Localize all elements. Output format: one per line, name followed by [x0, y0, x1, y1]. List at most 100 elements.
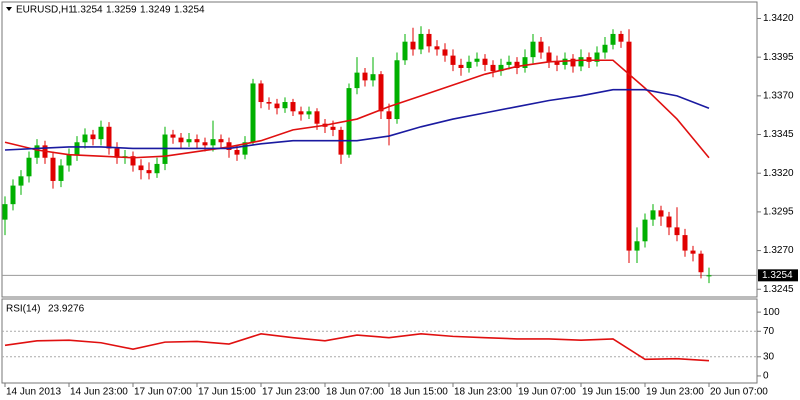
y-tick-label: 30	[763, 351, 775, 362]
candle-body	[626, 41, 632, 251]
candle-body	[306, 111, 312, 115]
candle-body	[234, 150, 240, 155]
x-tick-label: 19 Jun 23:00	[646, 387, 704, 398]
candle-body	[82, 134, 88, 143]
candle-body	[58, 165, 64, 181]
candle-body	[90, 134, 96, 140]
candle-body	[546, 52, 552, 62]
candle-body	[66, 154, 72, 166]
candle-body	[418, 33, 424, 50]
y-tick-label: 1.3295	[763, 207, 794, 218]
x-tick-label: 17 Jun 07:00	[134, 387, 192, 398]
candle-body	[186, 139, 192, 143]
x-tick-label: 18 Jun 23:00	[454, 387, 512, 398]
candle-body	[362, 72, 368, 81]
candle-body	[674, 227, 680, 236]
candle-body	[330, 126, 336, 130]
y-tick-label: 1.3345	[763, 129, 794, 140]
high-value: 1.3259	[106, 5, 137, 16]
candle-body	[426, 33, 432, 47]
candle-body	[10, 185, 16, 205]
rsi-value: 23.9276	[48, 304, 85, 315]
price-panel	[1, 1, 758, 298]
candle-body	[538, 41, 544, 53]
candle-body	[98, 126, 104, 140]
x-tick-label: 20 Jun 07:00	[710, 387, 768, 398]
candle-body	[106, 126, 112, 149]
candle-body	[458, 64, 464, 68]
candle-body	[666, 216, 672, 228]
candle-body	[650, 210, 656, 220]
candle-body	[18, 176, 24, 186]
candle-body	[114, 148, 120, 158]
y-tick-label: 1.3395	[763, 52, 794, 63]
candle-body	[570, 58, 576, 67]
x-tick-label: 18 Jun 07:00	[326, 387, 384, 398]
y-tick-label: 100	[763, 307, 780, 318]
candle-body	[618, 33, 624, 42]
candle-body	[170, 134, 176, 138]
collapse-icon[interactable]	[6, 7, 12, 11]
candle-body	[698, 253, 704, 273]
candle-body	[250, 83, 256, 143]
low-value: 1.3249	[140, 5, 171, 16]
candle-body	[506, 61, 512, 65]
rsi-title: RSI(14)	[6, 304, 40, 315]
candle-body	[274, 103, 280, 109]
rsi-panel	[1, 298, 758, 384]
candle-body	[154, 163, 160, 174]
candle-body	[530, 41, 536, 58]
candle-body	[138, 165, 144, 171]
candle-body	[410, 41, 416, 50]
candle-body	[522, 57, 528, 68]
open-value: 1.3254	[72, 5, 103, 16]
candle-body	[26, 157, 32, 177]
y-tick-label: 1.3420	[763, 13, 794, 24]
candle-body	[602, 44, 608, 53]
candle-body	[378, 74, 384, 112]
candle-body	[202, 142, 208, 146]
candle-body	[74, 142, 80, 155]
current-price-box	[758, 269, 798, 282]
candle-body	[370, 74, 376, 81]
y-tick-label: 1.3320	[763, 168, 794, 179]
x-tick-label: 19 Jun 07:00	[518, 387, 576, 398]
x-tick-label: 17 Jun 23:00	[262, 387, 320, 398]
candle-body	[474, 58, 480, 62]
candle-body	[242, 142, 248, 155]
candle-body	[490, 64, 496, 72]
y-tick-label: 1.3270	[763, 245, 794, 256]
candle-body	[290, 102, 296, 112]
candle-body	[658, 210, 664, 217]
y-tick-label: 0	[763, 371, 769, 382]
indicator-line	[4, 59, 710, 159]
x-tick-label: 17 Jun 15:00	[198, 387, 256, 398]
x-tick-label: 14 Jun 23:00	[70, 387, 128, 398]
candle-body	[498, 64, 504, 72]
candle-body	[482, 58, 488, 65]
candle-body	[394, 60, 400, 120]
candle-body	[690, 250, 696, 254]
candle-body	[266, 102, 272, 104]
candle-body	[210, 139, 216, 146]
y-tick-label: 1.3245	[763, 284, 794, 295]
indicator-line	[4, 333, 710, 362]
candle-body	[706, 275, 712, 277]
candle-body	[514, 61, 520, 68]
candle-body	[386, 111, 392, 120]
candle-body	[50, 157, 56, 181]
candle-body	[258, 83, 264, 103]
candle-body	[338, 129, 344, 155]
y-tick-label: 70	[763, 326, 775, 337]
candle-body	[178, 137, 184, 143]
candle-body	[314, 111, 320, 124]
candle-body	[146, 170, 152, 174]
candle-body	[634, 241, 640, 251]
candle-body	[642, 219, 648, 242]
candle-body	[682, 235, 688, 251]
candle-body	[554, 61, 560, 65]
indicator-line	[4, 88, 710, 151]
candle-body	[610, 33, 616, 45]
x-tick-label: 14 Jun 2013	[6, 387, 61, 398]
close-value: 1.3254	[174, 5, 205, 16]
